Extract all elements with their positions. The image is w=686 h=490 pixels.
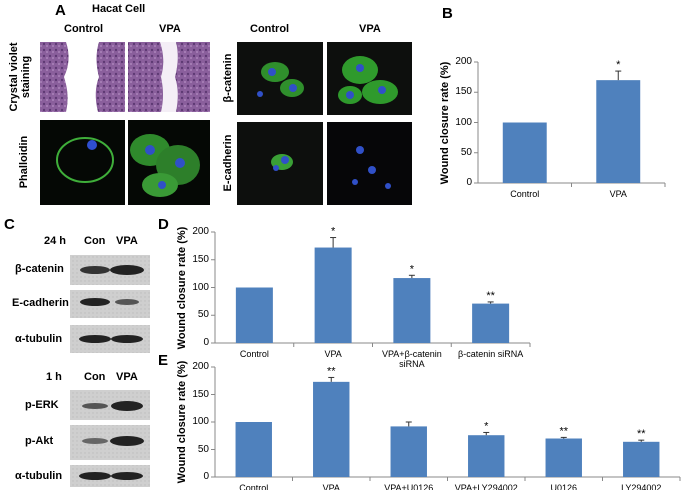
x-tick-label: VPA+β-catenin siRNA <box>381 349 442 369</box>
y-tick-label: 100 <box>192 281 209 293</box>
protein-label: p-Akt <box>25 435 54 447</box>
significance-label: ** <box>327 365 336 377</box>
row-label: β-catenin <box>222 53 234 103</box>
time-label: 24 h <box>44 235 67 247</box>
protein-label: β-catenin <box>15 263 64 275</box>
column-label: VPA <box>159 23 181 35</box>
y-tick-label: 50 <box>197 309 209 321</box>
x-tick-label: U0126 <box>550 483 578 490</box>
lane-label: VPA <box>116 371 138 383</box>
significance-label: * <box>410 263 415 275</box>
y-tick-label: 100 <box>192 416 209 427</box>
protein-label: α-tubulin <box>15 470 63 482</box>
x-tick-label: VPA+LY294002 <box>454 483 518 490</box>
y-tick-label: 150 <box>192 388 209 400</box>
x-tick-label: Control <box>510 189 540 199</box>
bar <box>502 122 547 183</box>
x-tick-label: VPA+U0126 <box>384 483 434 490</box>
y-tick-label: 150 <box>192 253 209 265</box>
crystal-violet-images <box>40 42 210 112</box>
bar <box>468 435 505 477</box>
bar <box>393 278 431 343</box>
bar <box>235 287 273 343</box>
y-tick-label: 200 <box>455 56 472 67</box>
significance-label: ** <box>559 425 568 437</box>
lane-label: Con <box>84 235 106 247</box>
panel-title: Hacat Cell <box>92 3 146 15</box>
significance-label: ** <box>637 428 646 440</box>
significance-label: ** <box>486 290 495 302</box>
bar <box>390 426 427 477</box>
row-label: E-cadherin <box>222 134 234 192</box>
bar <box>596 80 641 183</box>
y-tick-label: 100 <box>455 116 472 128</box>
row-label: Phalloidin <box>18 135 30 189</box>
y-tick-label: 150 <box>455 86 472 98</box>
column-label: Control <box>250 23 290 35</box>
protein-label: p-ERK <box>25 399 59 411</box>
panel-label: B <box>442 5 453 22</box>
y-tick-label: 50 <box>197 443 209 455</box>
column-label: VPA <box>359 23 381 35</box>
panel-label: A <box>55 2 66 19</box>
column-label: Control <box>64 23 104 35</box>
lane-label: VPA <box>116 235 138 247</box>
bar <box>314 247 352 343</box>
significance-label: * <box>616 59 621 71</box>
x-tick-label: VPA <box>609 189 627 199</box>
y-tick-label: 0 <box>203 337 209 348</box>
time-label: 1 h <box>46 371 62 383</box>
panel-label: C <box>4 216 15 233</box>
panel-label: E <box>158 352 169 369</box>
significance-label: * <box>331 226 336 238</box>
lane-label: Con <box>84 371 106 383</box>
bar <box>235 422 272 477</box>
y-tick-label: 200 <box>192 226 209 237</box>
x-tick-label: Control <box>239 349 269 359</box>
y-tick-label: 0 <box>466 177 472 188</box>
bar <box>313 381 350 477</box>
protein-label: α-tubulin <box>15 333 63 345</box>
x-tick-label: VPA <box>322 483 340 490</box>
x-tick-label: Control <box>239 483 269 490</box>
panel-label: D <box>158 216 169 233</box>
bar <box>623 441 660 477</box>
fluorescence-images <box>40 42 412 205</box>
row-label: Crystal violet staining <box>8 42 32 112</box>
bar <box>545 438 582 477</box>
bar <box>472 303 510 343</box>
x-tick-label: VPA <box>324 349 342 359</box>
x-tick-label: β-catenin siRNA <box>458 349 524 359</box>
y-tick-label: 50 <box>460 146 472 158</box>
y-tick-label: 0 <box>203 471 209 482</box>
x-tick-label: LY294002 <box>621 483 662 490</box>
y-tick-label: 200 <box>192 361 209 372</box>
protein-label: E-cadherin <box>12 297 69 309</box>
significance-label: * <box>484 420 489 432</box>
western-blots <box>70 255 150 487</box>
